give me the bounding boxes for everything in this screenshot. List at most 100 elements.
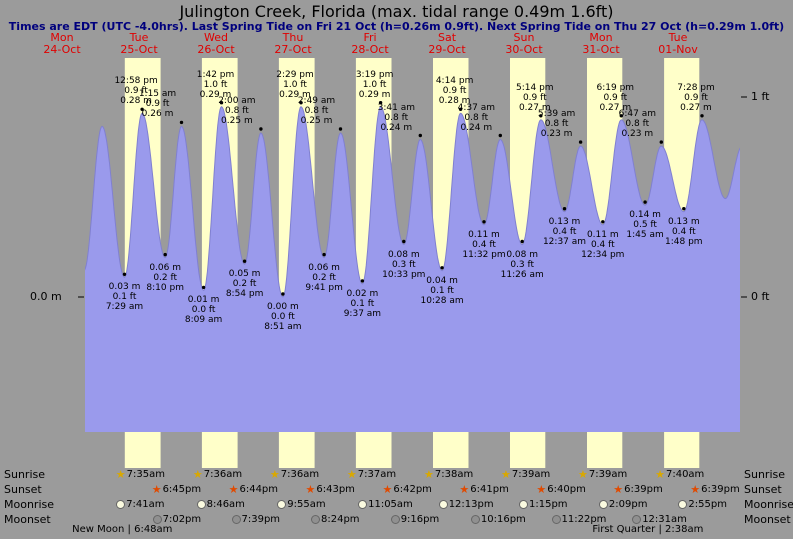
sunrise-entry: ★ 7:37am [347,468,396,480]
moonset-icon [152,514,162,524]
high-tide-annotation: 6:19 pm 0.9 ft 0.27 m [596,82,635,113]
sunrise-row-label-left: Sunrise [4,468,46,481]
high-tide-annotation: 12:58 pm 0.9 ft 0.28 m [114,76,158,107]
moonrise-time: 2:55pm [688,498,727,510]
moonrise-icon [519,499,528,509]
sunrise-icon: ★ [346,467,357,481]
moonrise-entry: 2:55pm [678,498,727,510]
moonrise-icon [116,499,126,509]
moonset-time: 8:24pm [321,513,360,525]
moonrise-entry: 9:55am [277,498,326,510]
sunset-icon: ★ [613,482,624,496]
moonrise-time: 9:55am [287,498,326,510]
sunrise-entry: ★ 7:36am [193,468,242,480]
low-tide-annotation: 0.14 m 0.5 ft 1:45 am [626,210,664,241]
sunset-time: 6:43pm [316,483,355,495]
sunrise-time: 7:35am [126,468,165,480]
day-label: Thu 27-Oct [274,31,312,56]
y-axis-label-right: 0 ft [751,290,770,303]
moonset-entry: 10:16pm [470,513,526,525]
sunrise-entry: ★ 7:39am [501,468,550,480]
sunrise-time: 7:40am [665,468,705,480]
sunrise-time: 7:38am [434,468,474,480]
low-tide-annotation: 0.00 m 0.0 ft 8:51 am [264,302,302,332]
moonrise-icon [598,499,608,509]
sunrise-icon: ★ [578,467,588,481]
low-tide-annotation: 0.08 m 0.3 ft 10:33 pm [382,249,426,280]
tide-extreme-dot [299,101,303,105]
low-tide-annotation: 0.06 m 0.2 ft 9:41 pm [305,262,343,293]
high-tide-annotation: 2:29 pm 1.0 ft 0.29 m [276,69,314,100]
spring-tide-subtitle: Times are EDT (UTC -4.0hrs). Last Spring… [8,20,785,33]
sunrise-icon: ★ [501,467,511,481]
moonset-entry: 12:31am [632,513,687,525]
sunset-row-label-right: Sunset [744,483,782,496]
tide-extreme-dot [219,101,224,105]
moonrise-time: 11:05am [368,498,413,510]
tide-extreme-dot [539,114,543,118]
moonset-entry: 7:02pm [152,513,201,525]
low-tide-annotation: 0.05 m 0.2 ft 8:54 pm [225,269,264,300]
moonrise-entry: 11:05am [358,498,413,510]
moonrise-row-label-right: Moonrise [744,498,793,511]
sunrise-icon: ★ [115,467,126,481]
sunset-icon: ★ [382,482,393,496]
high-tide-annotation: 2:49 am 0.8 ft 0.25 m [297,96,336,126]
tide-extreme-dot [643,200,647,204]
tide-extreme-dot [619,114,623,118]
moonset-icon [632,514,642,524]
sunset-time: 6:39pm [701,483,740,495]
moonrise-entry: 8:46am [196,498,245,510]
tide-extreme-dot [281,292,285,296]
moonrise-icon [358,499,368,509]
moonrise-time: 7:41am [126,498,165,510]
tide-extreme-dot [242,259,247,263]
tide-extreme-dot [140,107,144,112]
y-axis-label-left: 0.0 m [30,290,62,303]
moonset-time: 11:22pm [561,513,607,525]
sunrise-entry: ★ 7:35am [116,468,165,480]
tide-extreme-dot [322,252,326,257]
moonrise-icon [438,499,448,509]
sunset-time: 6:42pm [393,483,432,495]
moonrise-icon [196,499,206,509]
sunset-time: 6:44pm [239,483,279,495]
low-tide-annotation: 0.11 m 0.4 ft 11:32 pm [462,229,506,260]
sunrise-time: 7:36am [203,468,243,480]
moonrise-time: 1:15pm [529,498,568,510]
sunset-entry: ★ 6:39pm [690,483,739,495]
tide-extreme-dot [520,239,524,244]
sunset-entry: ★ 6:44pm [229,483,278,495]
day-label: Mon 24-Oct [43,31,81,56]
moonset-entry: 9:16pm [390,513,439,525]
sunset-icon: ★ [151,482,162,496]
moonset-icon [470,514,480,524]
sunset-row-label-left: Sunset [4,483,42,496]
moonset-entry: 8:24pm [311,513,360,525]
low-tide-annotation: 0.06 m 0.2 ft 8:10 pm [146,262,184,293]
low-tide-annotation: 0.02 m 0.1 ft 9:37 am [343,288,382,319]
high-tide-annotation: 4:37 am 0.8 ft 0.24 m [457,102,495,133]
day-label: Fri 28-Oct [351,31,389,56]
sunset-icon: ★ [459,482,470,496]
tide-extreme-dot [601,220,605,224]
high-tide-annotation: 1:42 pm 1.0 ft 0.29 m [196,69,235,100]
sunrise-entry: ★ 7:38am [424,468,473,480]
tide-extreme-dot [659,140,663,144]
day-label: Tue 01-Nov [658,31,698,56]
low-tide-annotation: 0.01 m 0.0 ft 8:09 am [184,295,223,326]
moon-phase-note: New Moon | 6:48am [72,524,173,535]
tide-extreme-dot [418,133,422,138]
tide-extreme-dot [440,266,444,270]
moonrise-row-label-left: Moonrise [4,498,54,511]
low-tide-annotation: 0.04 m 0.1 ft 10:28 am [420,275,464,306]
moonrise-entry: 1:15pm [519,498,568,510]
high-tide-annotation: 3:41 am 0.8 ft 0.24 m [377,102,415,133]
y-axis-label-right: 1 ft [751,90,770,103]
sunrise-time: 7:37am [357,468,397,480]
low-tide-annotation: 0.11 m 0.4 ft 12:34 pm [581,229,625,260]
tide-extreme-dot [179,120,184,125]
tide-extreme-dot [259,127,263,131]
day-label: Tue 25-Oct [120,31,158,56]
sunset-entry: ★ 6:45pm [152,483,201,495]
